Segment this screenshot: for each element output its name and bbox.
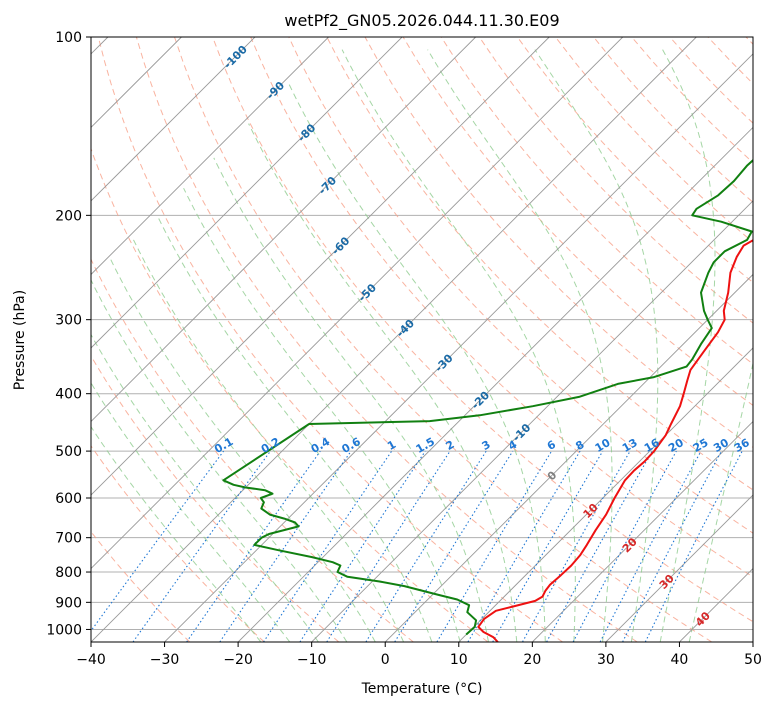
mixing-ratio-line <box>326 450 451 642</box>
mixing-ratio-line <box>572 450 677 642</box>
pressure-grid <box>91 214 753 630</box>
isotherm-line <box>91 37 256 202</box>
mixing-ratio-line <box>365 450 487 642</box>
mixing-ratio-line <box>522 450 631 642</box>
y-tick-label: 500 <box>55 444 82 460</box>
moist-adiabat-line <box>109 256 376 642</box>
isotherm-line <box>458 347 753 642</box>
dry-adiabat-line <box>91 355 340 642</box>
x-tick-label: 30 <box>597 652 615 668</box>
mixing-ratio-line <box>546 450 653 642</box>
x-tick-label: −10 <box>297 652 327 668</box>
y-tick-label: 600 <box>55 491 82 507</box>
moist-adiabat-line <box>91 333 319 642</box>
x-tick-label: −20 <box>223 652 253 668</box>
dewpoint-profile-line <box>222 158 753 636</box>
dry-adiabat-line <box>97 37 563 642</box>
y-tick-label: 1000 <box>46 622 82 638</box>
mixing-ratio-line <box>219 450 352 642</box>
mixing-ratio-line <box>91 450 225 632</box>
mixing-ratio-line <box>644 450 743 642</box>
x-tick-label: 0 <box>381 652 390 668</box>
moist-adiabat-line <box>688 361 753 642</box>
isotherm-line <box>311 200 753 642</box>
x-tick-label: −30 <box>150 652 180 668</box>
mixing-ratio-line <box>186 450 321 642</box>
isotherm-line <box>237 126 753 642</box>
isotherm-line <box>91 37 624 570</box>
isotherm-line <box>91 37 550 496</box>
dry-adiabat-line <box>174 37 713 642</box>
moist-adiabat-line <box>91 278 348 642</box>
moist-adiabat-line <box>91 381 291 642</box>
mixing-ratio-line <box>394 450 514 642</box>
moist-adiabat-line <box>659 49 716 642</box>
y-tick-label: 200 <box>55 208 82 224</box>
dry-adiabat-line <box>250 37 753 578</box>
y-tick-label: 900 <box>55 595 82 611</box>
y-tick-label: 100 <box>55 30 82 46</box>
y-tick-label: 300 <box>55 313 82 329</box>
x-axis-label: Temperature (°C) <box>361 681 483 697</box>
dry-adiabats <box>91 37 753 642</box>
moist-adiabat-line <box>288 83 546 642</box>
mixing-ratio-line <box>299 450 426 642</box>
profile-series <box>222 158 753 642</box>
isotherm-line <box>164 53 753 642</box>
dry-adiabat-line <box>91 258 414 642</box>
moist-adiabat-line <box>156 215 433 642</box>
temperature-profile-line <box>477 239 753 642</box>
isotherm-line <box>532 420 753 642</box>
plot-frame <box>90 36 754 643</box>
dry-adiabat-line <box>212 37 753 623</box>
y-tick-label: 700 <box>55 531 82 547</box>
chart-title: wetPf2_GN05.2026.044.11.30.E09 <box>284 11 559 31</box>
mixing-ratio-lines <box>91 450 743 642</box>
x-tick-label: 20 <box>523 652 541 668</box>
isotherm-line <box>91 37 476 423</box>
moist-adiabat-line <box>91 425 262 642</box>
isotherm-line <box>91 37 329 276</box>
isotherm-line <box>384 273 753 642</box>
x-tick-label: −40 <box>76 652 106 668</box>
moist-adiabat-line <box>534 49 659 642</box>
x-tick-label: 50 <box>744 652 762 668</box>
y-axis-label: Pressure (hPa) <box>12 290 28 390</box>
isotherms <box>91 37 753 642</box>
y-tick-label: 800 <box>55 565 82 581</box>
mixing-ratio-line <box>263 450 393 642</box>
isotherm-line <box>91 37 403 349</box>
moist-adiabat-line <box>183 187 461 642</box>
mixing-ratio-line <box>132 450 271 642</box>
y-tick-label: 400 <box>55 387 82 403</box>
x-tick-label: 40 <box>671 652 689 668</box>
moist-adiabat-line <box>213 157 489 642</box>
moist-adiabat-line <box>133 239 405 642</box>
dry-adiabat-line <box>288 37 753 534</box>
dry-adiabat-line <box>326 37 753 491</box>
isotherm-line <box>605 494 753 642</box>
dry-adiabat-line <box>91 445 265 642</box>
moist-adiabat-line <box>427 49 613 642</box>
isotherm-line <box>91 37 697 642</box>
x-tick-label: 10 <box>450 652 468 668</box>
